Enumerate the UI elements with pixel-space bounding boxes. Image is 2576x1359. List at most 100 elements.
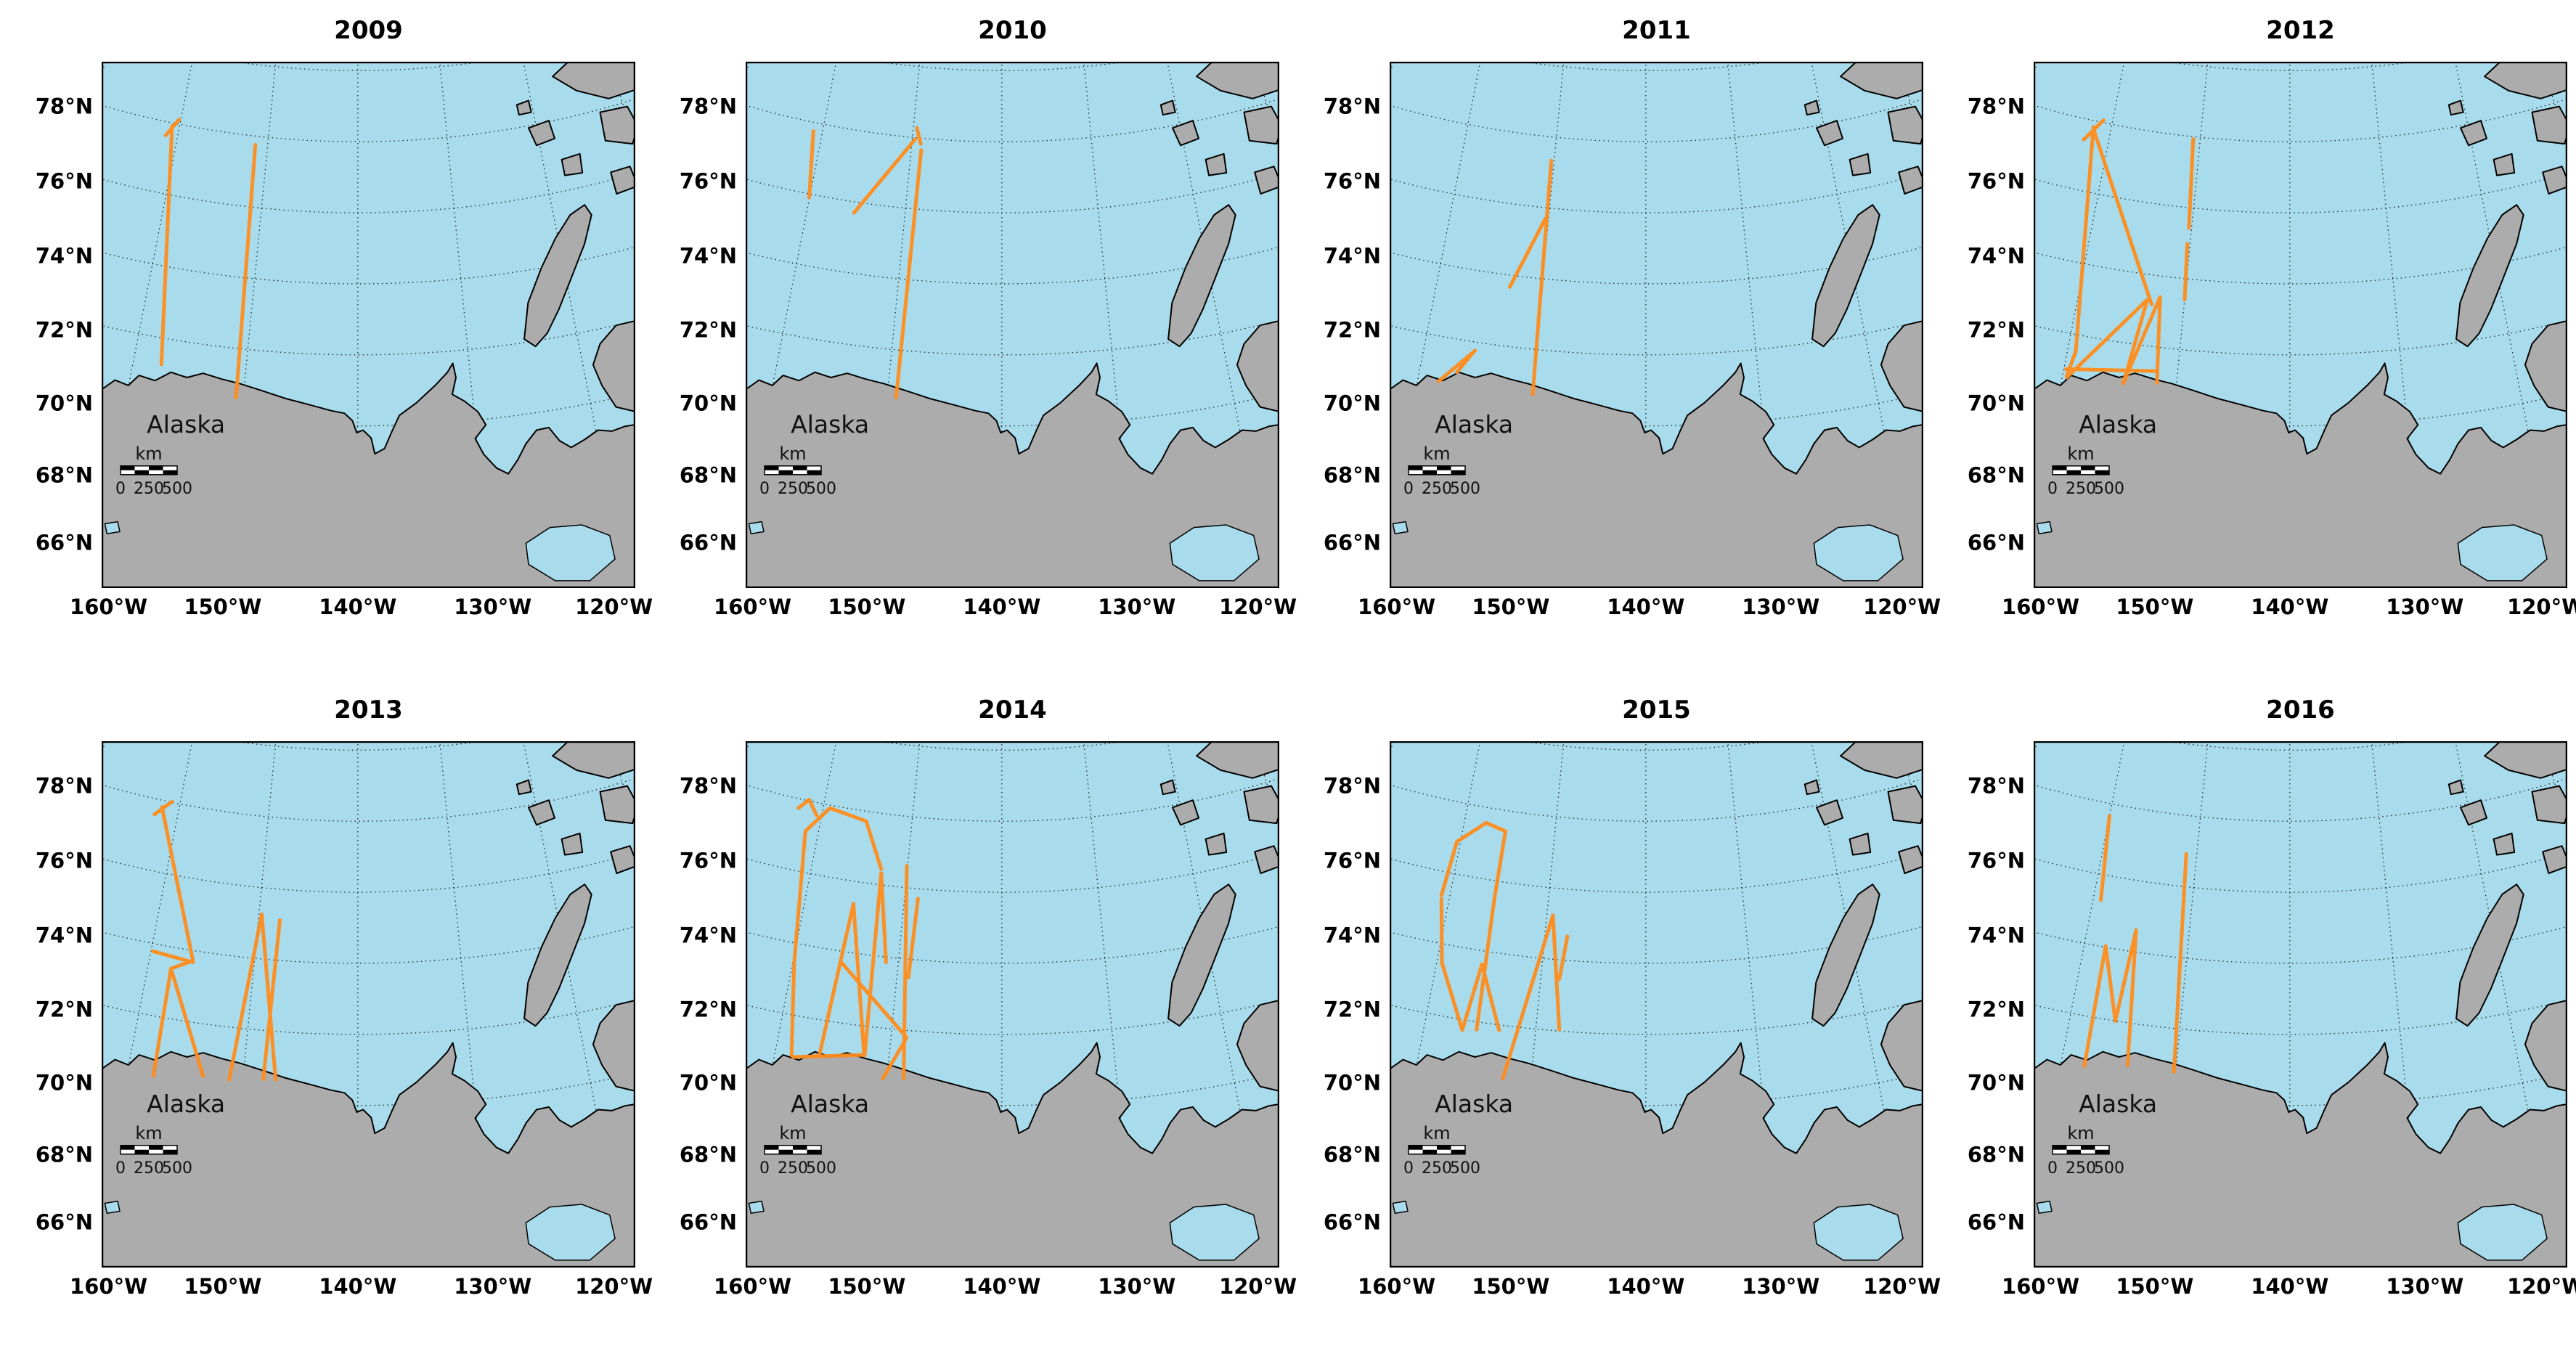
lon-label: 130°W: [1742, 595, 1820, 619]
arctic-island: [1898, 166, 1923, 195]
arctic-island: [1803, 779, 1820, 796]
victoria-island: [592, 999, 635, 1092]
scale-tick-label: 500: [2094, 1159, 2124, 1178]
lat-label: 66°N: [1967, 1209, 2025, 1235]
lon-label: 120°W: [1219, 595, 1297, 619]
scale-tick-label: 0: [1403, 480, 1414, 498]
map-panel-2013: 2013 78°N 76°N 74°N 72°N 70°N 68°N 66°N 160°W 150…: [0, 680, 653, 1359]
land-mainland: [102, 1042, 635, 1268]
arctic-island: [2542, 845, 2567, 874]
lat-label: 68°N: [1967, 1142, 2025, 1167]
track-line: [1501, 913, 1555, 1081]
map-area: Alaska km 0 250 500: [2034, 62, 2567, 588]
great-bear-lake: [525, 524, 616, 581]
victoria-island: [1880, 319, 1923, 412]
great-bear-lake: [2457, 1204, 2548, 1261]
lat-label: 70°N: [1323, 391, 1381, 416]
arctic-island: [2493, 832, 2516, 856]
scale-tick-label: 500: [162, 1159, 192, 1178]
alaska-label: Alaska: [147, 1090, 225, 1118]
lat-label: 66°N: [1323, 1209, 1381, 1235]
lat-label: 78°N: [1323, 773, 1381, 799]
victoria-island: [2524, 319, 2567, 412]
flight-tracks: [151, 799, 282, 1082]
map-frame: [2034, 62, 2567, 588]
lat-label: 72°N: [679, 317, 737, 343]
map-panel-2014: 2014 78°N 76°N 74°N 72°N 70°N 68°N 66°N 160°W 150…: [644, 680, 1297, 1359]
lat-label: 72°N: [35, 997, 93, 1022]
lat-label: 74°N: [1967, 923, 2025, 948]
banks-island: [1167, 204, 1236, 348]
arctic-island: [1849, 832, 1872, 856]
graticule: [746, 741, 1279, 1268]
arctic-island: [1887, 105, 1923, 145]
arctic-island: [1840, 741, 1923, 779]
small-lake: [2036, 521, 2053, 535]
lat-label: 70°N: [1967, 1070, 2025, 1095]
scale-tick-label: 0: [2047, 1159, 2058, 1178]
lat-label: 72°N: [679, 997, 737, 1022]
arctic-island: [599, 785, 635, 825]
arctic-island: [528, 120, 555, 147]
lon-label: 160°W: [70, 595, 148, 619]
lat-label: 66°N: [679, 1209, 737, 1235]
arctic-island: [2542, 166, 2567, 195]
track-line: [879, 871, 888, 964]
lat-label: 78°N: [35, 773, 93, 799]
lat-label: 74°N: [1323, 243, 1381, 269]
track-line: [852, 137, 918, 215]
scale-tick-label: 500: [806, 1159, 836, 1178]
alaska-label: Alaska: [1435, 410, 1513, 438]
land-mainland: [746, 362, 1279, 588]
arctic-island: [1254, 845, 1279, 874]
arctic-island: [2447, 99, 2464, 116]
map-frame: [1390, 62, 1923, 588]
lat-label: 76°N: [1967, 168, 2025, 194]
graticule: [102, 62, 635, 588]
lon-label: 120°W: [2507, 1274, 2576, 1299]
lon-label: 160°W: [70, 1274, 148, 1299]
scale-tick-label: 250: [778, 1159, 808, 1178]
track-line: [227, 913, 278, 1082]
scale-unit-label: km: [779, 444, 806, 464]
map-area: Alaska km 0 250 500: [1390, 741, 1923, 1268]
banks-island: [523, 204, 592, 348]
track-line: [151, 966, 173, 1078]
map-panel-2009: 2009 78°N 76°N 74°N 72°N 70°N 68°N 66°N 160°W 150…: [0, 0, 653, 680]
track-line: [1439, 820, 1507, 897]
small-lake: [748, 1200, 765, 1215]
scale-tick-label: 0: [1403, 1159, 1414, 1178]
lat-label: 70°N: [679, 391, 737, 416]
track-line: [894, 148, 924, 400]
map-frame: [746, 62, 1279, 588]
victoria-island: [1236, 999, 1279, 1092]
lat-label: 76°N: [679, 168, 737, 194]
graticule: [1390, 741, 1923, 1268]
lat-label: 68°N: [1967, 462, 2025, 488]
flight-tracks: [2082, 814, 2188, 1074]
map-area: Alaska km 0 250 500: [1390, 62, 1923, 588]
lon-label: 140°W: [1607, 595, 1685, 619]
lat-label: 78°N: [1967, 94, 2025, 119]
alaska-label: Alaska: [1435, 1090, 1513, 1118]
banks-island: [2455, 883, 2524, 1027]
graticule: [2034, 741, 2567, 1268]
scale-tick-label: 250: [1422, 1159, 1452, 1178]
track-line: [1507, 216, 1548, 289]
arctic-island: [610, 166, 635, 195]
arctic-island: [2484, 62, 2567, 99]
lat-label: 68°N: [679, 1142, 737, 1167]
track-line: [160, 805, 205, 1078]
scale-tick-label: 0: [115, 1159, 126, 1178]
track-line: [789, 829, 807, 1058]
scale-tick-label: 0: [2047, 480, 2058, 498]
scale-tick-label: 250: [1422, 480, 1452, 498]
small-lake: [104, 1200, 121, 1215]
track-line: [817, 902, 866, 1058]
arctic-island: [552, 62, 635, 99]
